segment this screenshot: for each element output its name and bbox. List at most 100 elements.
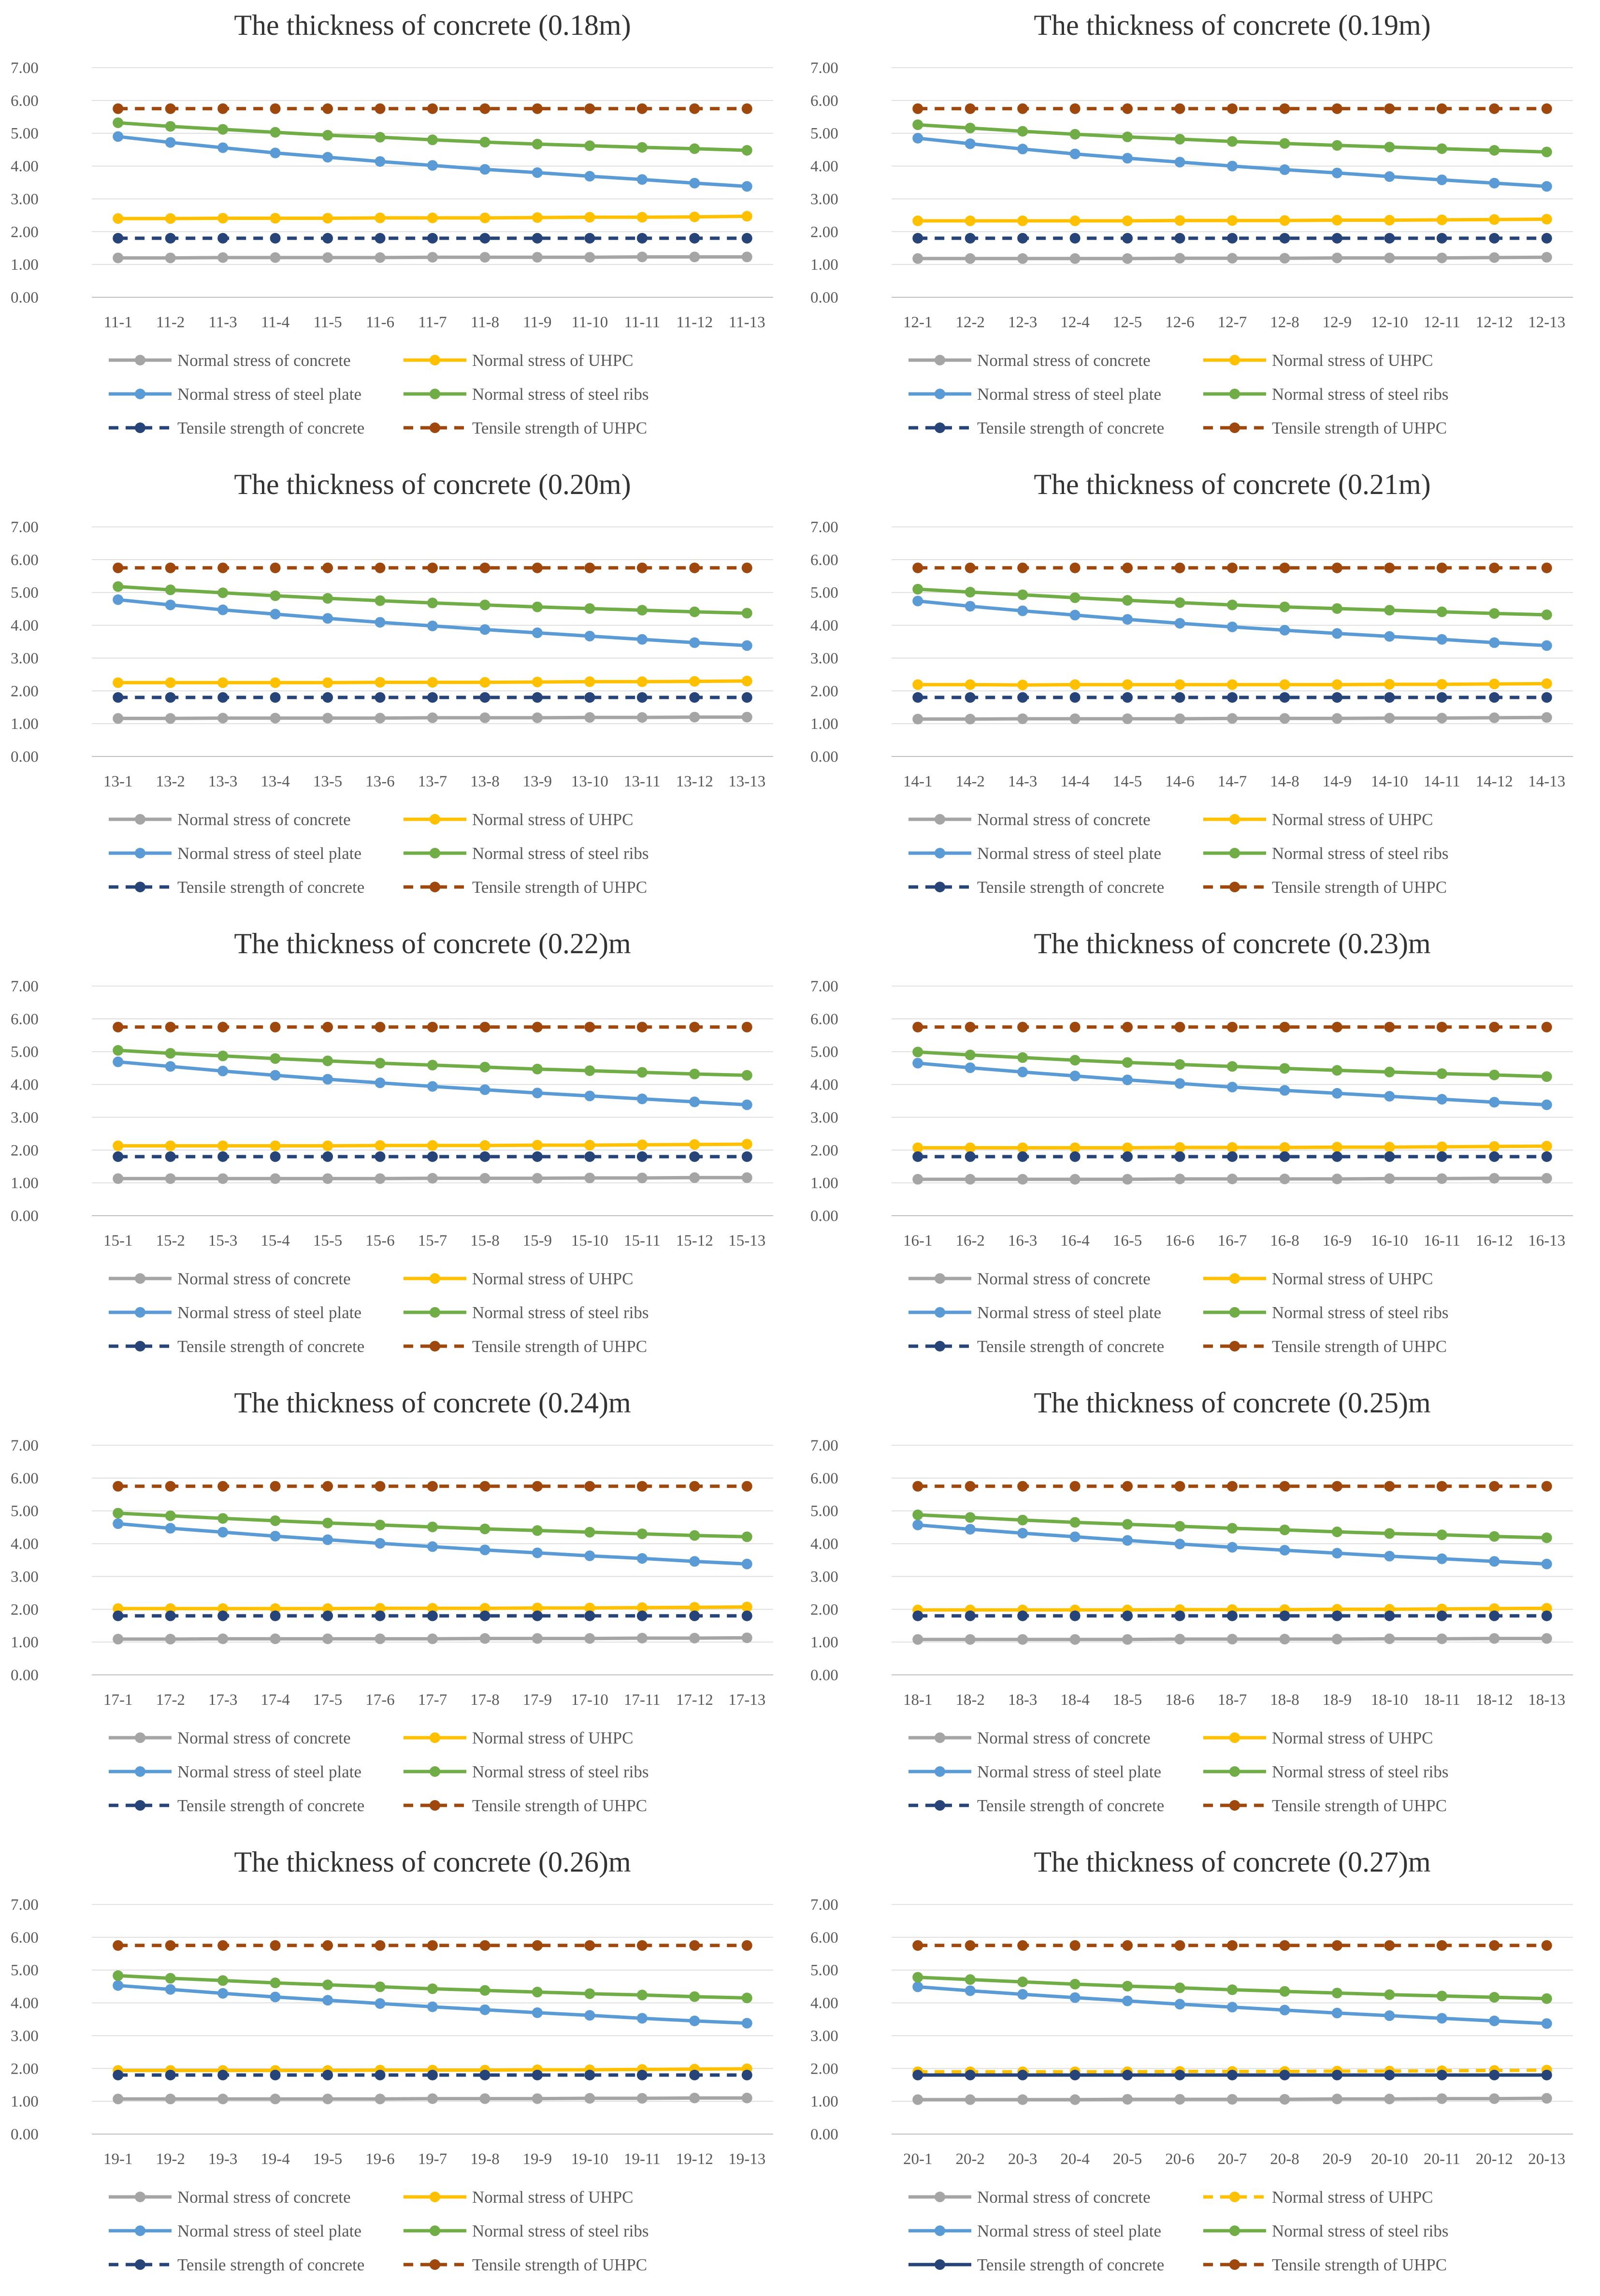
chart-svg: The thickness of concrete (0.25)m 0.00 1.0… [810,1387,1573,1815]
data-point [1436,2093,1447,2104]
data-point [322,1995,333,2006]
data-point [1436,143,1447,154]
data-point [1227,136,1238,147]
data-point [375,677,386,688]
legend-swatch-marker [1229,2259,1240,2270]
data-point [1227,1061,1238,1072]
x-tick-label: 14-2 [955,773,985,790]
data-point [1331,2007,1342,2019]
data-point [1436,1940,1447,1951]
legend-swatch-marker [430,848,440,858]
legend-swatch-marker [135,422,145,433]
data-point [741,2018,752,2029]
data-point [636,1633,648,1643]
y-tick-label: 5.00 [11,1962,39,1979]
data-point [479,1524,490,1535]
x-tick-label: 19-8 [470,2151,500,2168]
data-point [1541,181,1552,192]
data-point [1174,1539,1185,1550]
y-tick-label: 3.00 [11,190,39,208]
data-point [479,1140,490,1151]
chart-svg: The thickness of concrete (0.20m) 0.00 1.0… [11,468,773,897]
x-tick-label: 12-12 [1476,314,1513,331]
data-point [1174,618,1185,629]
data-point [1279,713,1290,724]
data-point [375,1998,386,2009]
legend-label: Normal stress of steel ribs [1272,844,1448,863]
data-point [427,1151,438,1162]
data-point [217,213,229,224]
legend-swatch-marker [935,1800,945,1811]
data-point [165,1151,176,1162]
data-point [1227,1542,1238,1553]
data-point [965,1021,976,1032]
data-point [1436,1151,1447,1162]
data-point [965,1142,976,1153]
legend-swatch-marker [935,848,945,858]
data-point [165,1940,176,1951]
data-point [427,160,438,171]
data-point [1174,1059,1185,1070]
legend-label: Normal stress of concrete [177,2188,351,2207]
legend-swatch-marker [1229,848,1240,858]
y-tick-label: 5.00 [810,584,838,602]
x-tick-label: 17-8 [470,1691,500,1709]
data-point [270,1070,281,1081]
legend-swatch-marker [430,389,440,399]
data-point [912,215,923,226]
x-tick-label: 17-10 [571,1691,608,1709]
x-tick-label: 17-5 [313,1691,343,1709]
legend-swatch-marker [935,882,945,892]
y-tick-label: 2.00 [11,223,39,241]
y-tick-label: 6.00 [11,92,39,110]
data-point [1122,1610,1133,1621]
data-point [270,562,281,573]
y-tick-label: 0.00 [11,1667,39,1684]
data-point [217,1021,229,1032]
legend-item-tensile-strength-of-concrete: Tensile strength of concrete [908,1796,1164,1815]
data-point [584,1140,595,1151]
x-tick-label: 11-3 [209,314,237,331]
data-point [1436,1553,1447,1564]
chart-svg: The thickness of concrete (0.18m) 0.00 1.0… [11,9,773,437]
data-point [165,2093,176,2105]
data-point [375,1519,386,1530]
data-point [636,1553,648,1564]
y-tick-label: 1.00 [810,1175,838,1192]
data-point [1279,2094,1290,2105]
legend-swatch-marker [430,1800,440,1811]
y-tick-label: 2.00 [11,1601,39,1618]
data-point [965,253,976,264]
data-point [1384,712,1395,724]
data-point [965,122,976,133]
data-point [1384,692,1395,703]
legend-label: Normal stress of concrete [177,351,351,370]
x-tick-label: 15-8 [470,1232,500,1250]
data-point [113,581,124,592]
data-point [1069,692,1081,703]
series-ribs-stress [113,1045,752,1081]
data-point [912,713,923,725]
chart-title: The thickness of concrete (0.26)m [234,1846,631,1878]
data-point [375,1151,386,1162]
legend-item-normal-stress-of-uhpc: Normal stress of UHPC [404,1269,633,1288]
data-point [1279,1142,1290,1153]
data-point [165,713,176,724]
x-tick-label: 17-12 [676,1691,713,1709]
data-point [1384,171,1395,182]
data-point [1069,1481,1081,1492]
x-tick-label: 19-1 [103,2151,133,2168]
data-point [113,1481,124,1492]
y-tick-label: 0.00 [11,1207,39,1225]
legend-swatch-marker [430,1766,440,1777]
data-point [165,252,176,263]
data-point [217,1526,229,1538]
data-point [1227,713,1238,724]
data-point [322,1140,333,1151]
data-point [165,103,176,114]
legend-item-normal-stress-of-uhpc: Normal stress of UHPC [1203,810,1433,829]
data-point [1384,215,1395,226]
data-point [584,630,595,641]
data-point [741,181,752,192]
data-point [375,1940,386,1951]
